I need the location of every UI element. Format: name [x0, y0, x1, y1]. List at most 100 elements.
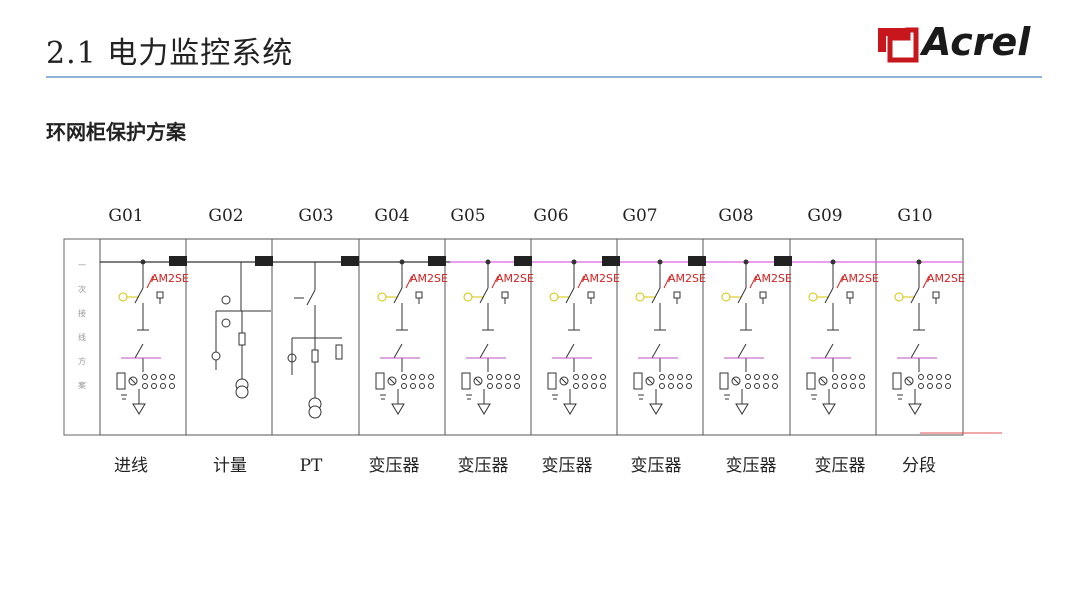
- bus-node: [830, 259, 836, 265]
- load-switch: [824, 287, 834, 304]
- device-pointer: [922, 275, 930, 289]
- terminal-node: [754, 374, 760, 380]
- section-subtitle: 环网柜保护方案: [46, 120, 186, 144]
- current-transformer-icon: [894, 292, 904, 302]
- feeder-circuit: AM2SE: [116, 259, 189, 415]
- terminal-node: [745, 374, 751, 380]
- terminal-node: [927, 374, 933, 380]
- bus-link-block: [428, 256, 446, 266]
- side-label-char: 案: [78, 380, 86, 390]
- side-label-frame: [63, 238, 101, 436]
- load-switch: [393, 287, 403, 304]
- feeder-circuit: AM2SE: [547, 259, 620, 415]
- current-transformer-icon: [377, 292, 387, 302]
- device-label: AM2SE: [582, 272, 620, 285]
- meter-ct-icon: [221, 295, 231, 305]
- device-label: AM2SE: [927, 272, 965, 285]
- terminal-node: [918, 383, 924, 389]
- lamp-cross: [819, 377, 827, 385]
- surge-arrester-icon: [649, 403, 663, 415]
- logo-wordmark: Acrel: [922, 20, 1031, 64]
- terminal-node: [668, 374, 674, 380]
- device-pointer: [491, 275, 499, 289]
- acrel-logo: Acrel: [876, 20, 1046, 68]
- panel-name: 进线: [114, 456, 148, 476]
- terminal-node: [591, 374, 597, 380]
- terminal-node: [841, 383, 847, 389]
- terminal-node: [945, 383, 951, 389]
- side-label-char: 一: [78, 261, 86, 270]
- lamp-cross: [646, 377, 654, 385]
- terminal-node: [428, 383, 434, 389]
- panel-code: G01: [108, 206, 143, 226]
- device-pointer: [146, 275, 154, 289]
- bus-node: [140, 259, 146, 265]
- fuse-symbol: [238, 332, 246, 346]
- fuse-symbol: [633, 372, 643, 390]
- panel-code: G07: [622, 206, 657, 226]
- bus-node: [571, 259, 577, 265]
- terminal-node: [677, 383, 683, 389]
- panel-code: G08: [718, 206, 753, 226]
- panel-code: G06: [533, 206, 568, 226]
- terminal-node: [591, 383, 597, 389]
- side-label-char: 接: [78, 308, 86, 318]
- terminal-node: [419, 383, 425, 389]
- side-label-char: 方: [78, 356, 86, 366]
- load-switch: [134, 287, 144, 304]
- terminal-node: [772, 383, 778, 389]
- terminal-node: [659, 374, 665, 380]
- terminal-node: [496, 374, 502, 380]
- terminal-node: [401, 383, 407, 389]
- surge-arrester-icon: [735, 403, 749, 415]
- terminal-node: [686, 374, 692, 380]
- terminal-node: [151, 383, 157, 389]
- current-transformer-icon: [118, 292, 128, 302]
- earth-switch: [565, 343, 575, 359]
- panel-name: 变压器: [815, 456, 866, 476]
- interlock-box: [673, 291, 681, 299]
- terminal-node: [832, 374, 838, 380]
- feeder-circuit: AM2SE: [892, 259, 965, 415]
- terminal-node: [686, 383, 692, 389]
- device-pointer: [749, 275, 757, 289]
- feeder-circuit: AM2SE: [806, 259, 879, 415]
- terminal-node: [927, 383, 933, 389]
- device-label: AM2SE: [496, 272, 534, 285]
- terminal-node: [745, 383, 751, 389]
- terminal-node: [600, 374, 606, 380]
- feeder-circuit: AM2SE: [719, 259, 792, 415]
- terminal-node: [401, 374, 407, 380]
- terminal-node: [772, 374, 778, 380]
- terminal-node: [169, 374, 175, 380]
- panel-name: 变压器: [458, 456, 509, 476]
- lamp-cross: [560, 377, 568, 385]
- bus-link-block: [514, 256, 532, 266]
- interlock-box: [156, 291, 164, 299]
- voltage-transformer-icon: [235, 385, 249, 399]
- terminal-node: [487, 383, 493, 389]
- terminal-node: [142, 383, 148, 389]
- earth-switch: [393, 343, 403, 359]
- terminal-node: [936, 383, 942, 389]
- current-transformer-icon: [808, 292, 818, 302]
- panel-name: 计量: [213, 456, 247, 476]
- terminal-node: [169, 383, 175, 389]
- terminal-node: [428, 374, 434, 380]
- fuse-symbol: [892, 372, 902, 390]
- terminal-node: [918, 374, 924, 380]
- terminal-node: [142, 374, 148, 380]
- lamp-cross: [129, 377, 137, 385]
- panel-name: 变压器: [542, 456, 593, 476]
- lamp-cross: [388, 377, 396, 385]
- device-pointer: [405, 275, 413, 289]
- feeder-circuit: AM2SE: [633, 259, 706, 415]
- bus-node: [399, 259, 405, 265]
- earth-switch: [134, 343, 144, 359]
- terminal-node: [850, 374, 856, 380]
- earth-switch: [824, 343, 834, 359]
- terminal-node: [419, 374, 425, 380]
- surge-arrester-icon: [563, 403, 577, 415]
- terminal-node: [496, 383, 502, 389]
- fuse-symbol: [116, 372, 126, 390]
